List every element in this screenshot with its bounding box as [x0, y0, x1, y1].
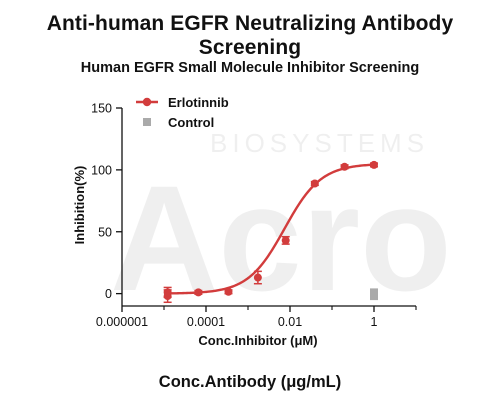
watermark-text: BIOSYSTEMS: [210, 128, 429, 158]
legend-swatch-circle: [142, 97, 152, 107]
legend: Erlotinnib Control: [136, 95, 229, 130]
data-point-circle: [163, 288, 172, 297]
data-point-circle: [340, 162, 349, 171]
x-tick-label: 0.0001: [187, 315, 225, 329]
data-point-square: [370, 288, 378, 297]
x-tick-label: 0.01: [278, 315, 302, 329]
data-points: [163, 160, 378, 304]
x-tick-label: 0.000001: [96, 315, 148, 329]
x-axis-label: Conc.Inhibitor (μM): [198, 333, 317, 348]
antibody-concentration-label: Conc.Antibody (μg/mL): [158, 373, 342, 391]
series-control: [370, 288, 378, 301]
watermark-letters: Acro: [110, 154, 452, 322]
y-tick-label: 100: [91, 163, 112, 177]
y-axis-label: Inhibition(%): [72, 166, 87, 245]
legend-swatch-square: [143, 118, 151, 126]
x-tick-label: 1: [371, 315, 378, 329]
legend-item-erlotinnib: Erlotinnib: [136, 95, 229, 110]
page-title: Anti-human EGFR Neutralizing Antibody Sc…: [46, 12, 454, 59]
chart-title: Human EGFR Small Molecule Inhibitor Scre…: [80, 60, 420, 76]
legend-label: Control: [168, 115, 214, 130]
y-tick-label: 50: [98, 225, 112, 239]
watermark-logo: BIOSYSTEMS Acro: [110, 128, 452, 322]
axes: 0 50 100 150 0.000001 0.0001 0.01 1: [91, 102, 417, 329]
legend-item-control: Control: [143, 115, 214, 130]
data-point-circle: [370, 160, 378, 169]
series-erlotinnib: [163, 160, 378, 304]
data-point-circle: [253, 273, 262, 282]
legend-label: Erlotinnib: [168, 95, 229, 110]
data-point-circle: [310, 179, 319, 188]
y-tick-label: 150: [91, 102, 112, 116]
data-point-circle: [224, 287, 233, 296]
y-tick-label: 0: [105, 287, 112, 301]
data-point-circle: [194, 288, 203, 297]
data-point-circle: [281, 236, 290, 245]
